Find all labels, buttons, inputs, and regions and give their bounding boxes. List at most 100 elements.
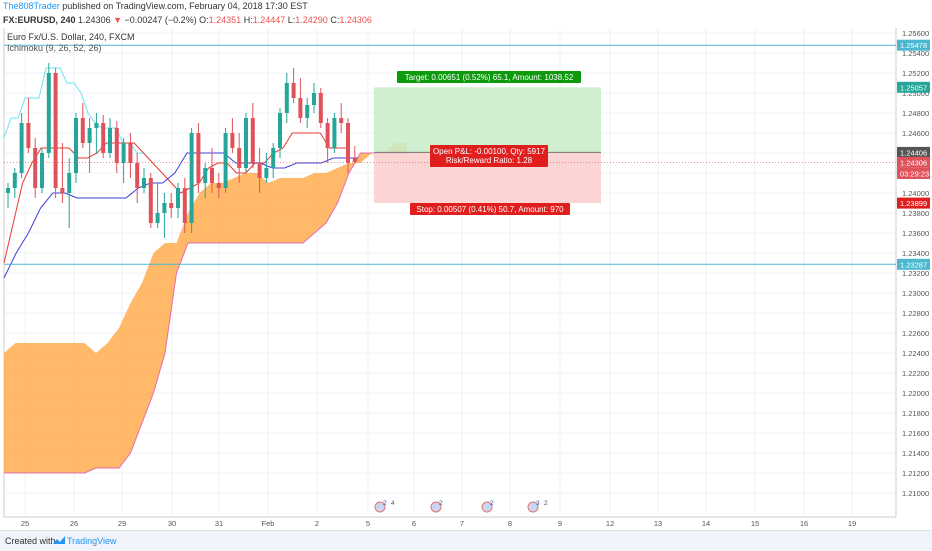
candle-body (339, 118, 344, 123)
price-marker-label: 1.24406 (900, 148, 927, 157)
price-tick-label: 1.25200 (902, 69, 929, 78)
price-tick-label: 1.22200 (902, 369, 929, 378)
open-label: O: (199, 15, 209, 25)
price-marker-bg (897, 81, 930, 93)
time-tick-label: Feb (262, 519, 275, 528)
candle-body (298, 98, 303, 118)
candle-body (148, 178, 153, 223)
chart-canvas[interactable]: Target: 0.00651 (0.52%) 65.1, Amount: 10… (0, 0, 932, 530)
candle-body (12, 173, 17, 188)
candle-body (53, 73, 58, 188)
cloud-area (4, 143, 407, 473)
high-value: 1.24447 (252, 15, 286, 25)
candle-body (196, 133, 201, 183)
candle-body (244, 118, 248, 168)
legend-indicator: Ichimoku (9, 26, 52, 26) (7, 43, 102, 53)
price-tick-label: 1.25000 (902, 89, 929, 98)
candle-body (189, 133, 194, 223)
price-tick-label: 1.25400 (902, 49, 929, 58)
price-tick-label: 1.23200 (902, 269, 929, 278)
price-tick-label: 1.24000 (902, 189, 929, 198)
candle-body (346, 123, 350, 163)
candle-body (325, 123, 330, 148)
target-label-bg (397, 71, 581, 83)
price-tick-label: 1.22800 (902, 309, 929, 318)
price-tick-label: 1.25600 (902, 29, 929, 38)
price-marker-label: 1.23899 (900, 199, 927, 208)
time-tick-label: 31 (215, 519, 223, 528)
time-tick-label: 19 (848, 519, 856, 528)
author-link[interactable]: The808Trader (3, 1, 60, 11)
time-tick-label: 16 (800, 519, 808, 528)
candle-body (352, 158, 357, 162)
price-tick-label: 1.23400 (902, 249, 929, 258)
candle-body (271, 148, 276, 168)
candle-body (87, 128, 92, 143)
event-count: 2 (383, 500, 387, 507)
close-label: C: (330, 15, 340, 25)
time-tick-label: 7 (460, 519, 464, 528)
price-marker-bg (897, 146, 930, 158)
horizontal-lines[interactable] (4, 44, 896, 265)
price-marker-bg (897, 168, 930, 179)
time-tick-label: 25 (21, 519, 29, 528)
price-marker-label: 1.25057 (900, 83, 927, 92)
candle-body (264, 168, 269, 178)
price-marker-label: 1.25478 (900, 41, 927, 50)
price-axis[interactable]: 1.25600 1.25400 1.25200 1.25000 1.24800 1.246… (897, 29, 930, 498)
time-tick-label: 12 (606, 519, 614, 528)
conversion-line (3, 67, 144, 154)
candles (6, 63, 357, 238)
footer-bar: Created with TradingView (0, 530, 932, 551)
price-tick-label: 1.21800 (902, 409, 929, 418)
down-arrow-icon: ▼ (113, 15, 123, 25)
candle-body (101, 123, 106, 153)
candle-body (230, 133, 235, 148)
time-axis[interactable]: 25 26 29 30 31 Feb 2 5 6 7 8 9 12 13 14 15 16 19 (21, 519, 856, 528)
low-label: L: (287, 15, 296, 25)
candle-body (250, 118, 255, 163)
price-marker-label: 1.23287 (900, 260, 927, 269)
candle-body (80, 118, 85, 143)
candle-body (26, 123, 31, 148)
candle-body (6, 188, 10, 193)
time-tick-label: 15 (751, 519, 759, 528)
event-count: 3 (536, 500, 540, 507)
candle-body (210, 168, 214, 183)
candle-body (284, 83, 289, 113)
leading-span-b (4, 152, 407, 474)
candle-body (216, 183, 221, 188)
price-marker-bg (897, 156, 930, 168)
candle-body (182, 188, 187, 223)
candle-body (46, 73, 51, 153)
candle-body (176, 188, 180, 208)
time-tick-label: 5 (366, 519, 370, 528)
price-tick-label: 1.24800 (902, 109, 929, 118)
publish-info: The808Trader published on TradingView.co… (3, 1, 308, 11)
candle-body (203, 168, 208, 183)
candle-body (94, 123, 99, 128)
price-marker-label: 03:29:23 (900, 170, 929, 179)
event-extra: 2 (544, 500, 548, 507)
open-value: 1.24351 (208, 15, 242, 25)
candle-body (142, 178, 146, 188)
rr-label: Risk/Reward Ratio: 1.28 (446, 156, 533, 165)
price-marker-bg (897, 258, 930, 270)
time-tick-label: 6 (412, 519, 416, 528)
price-tick-label: 1.22400 (902, 349, 929, 358)
event-extra: 4 (391, 500, 395, 507)
tradingview-link[interactable]: TradingView (67, 536, 117, 546)
candle-body (162, 203, 167, 213)
stop-label-bg (410, 203, 570, 215)
candle-body (60, 188, 65, 193)
candle-body (291, 83, 296, 98)
candle-body (318, 93, 323, 123)
quote-line: FX:EURUSD, 240 1.24306 ▼ −0.00247 (−0.2%… (3, 15, 372, 25)
time-tick-label: 29 (118, 519, 126, 528)
ichimoku-cloud (4, 143, 407, 474)
high-label: H: (243, 15, 253, 25)
symbol-label: FX:EURUSD, 240 (3, 15, 76, 25)
close-value: 1.24306 (339, 15, 372, 25)
price-tick-label: 1.21200 (902, 469, 929, 478)
